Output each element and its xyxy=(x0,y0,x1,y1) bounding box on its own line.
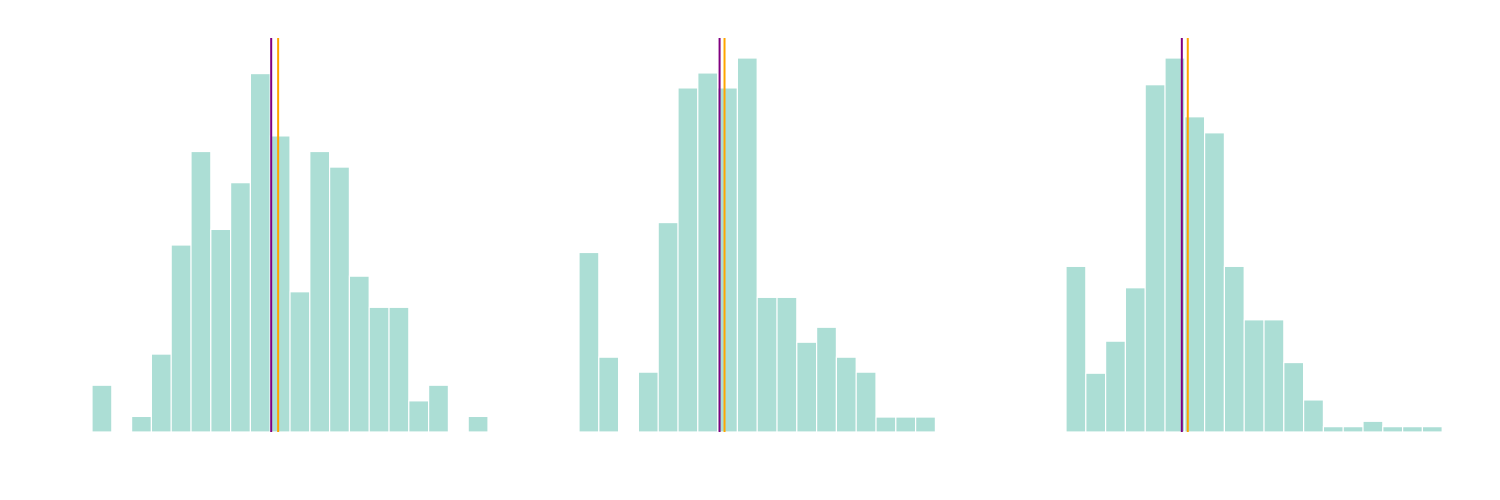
histogram-bar xyxy=(578,251,600,433)
histogram-bar xyxy=(1104,340,1126,433)
histogram-panel-3 xyxy=(1065,38,1443,433)
histogram-bar xyxy=(150,353,172,433)
histogram-bar xyxy=(91,384,113,433)
histogram-bar xyxy=(1085,372,1107,433)
histogram-bar xyxy=(131,415,153,433)
histogram-bar xyxy=(1382,426,1404,433)
histogram-bar xyxy=(1203,132,1225,433)
histogram-bar xyxy=(329,166,351,433)
histogram-bar xyxy=(756,296,778,433)
histogram-bar xyxy=(1124,287,1146,433)
histogram-bar xyxy=(855,371,877,433)
histogram-bar xyxy=(368,306,390,433)
histogram-bar xyxy=(815,326,837,433)
histogram-bar xyxy=(875,416,897,433)
histogram-bar xyxy=(1243,319,1265,433)
histogram-bar xyxy=(1283,361,1305,433)
histogram-bar xyxy=(190,150,212,433)
histogram-bar xyxy=(1144,84,1166,433)
histogram-bar xyxy=(914,416,936,433)
histogram-bar xyxy=(697,72,719,433)
histogram-panel-1 xyxy=(91,38,489,433)
histogram-bar xyxy=(269,135,291,433)
histogram-bar xyxy=(309,150,331,433)
histogram-bar xyxy=(598,356,620,433)
histogram-bar xyxy=(637,371,659,433)
histogram-bar xyxy=(1322,426,1344,433)
histogram-bar xyxy=(230,182,252,433)
histogram-bar xyxy=(1342,426,1364,433)
histogram-bar xyxy=(467,415,489,433)
histogram-bar xyxy=(388,306,410,433)
histogram-bar xyxy=(796,341,818,433)
histogram-bar xyxy=(210,228,232,433)
histogram-bar xyxy=(677,87,699,433)
histogram-bar xyxy=(1401,426,1423,433)
histogram-bar xyxy=(835,356,857,433)
histogram-bar xyxy=(736,57,758,433)
histogram-bar xyxy=(1302,399,1324,433)
histogram-bar xyxy=(1421,426,1443,433)
histogram-bar xyxy=(249,72,271,433)
histogram-bar xyxy=(895,416,917,433)
histogram-bar xyxy=(1362,420,1384,433)
histogram-bar xyxy=(408,400,430,433)
histogram-bar xyxy=(776,296,798,433)
histogram-bar xyxy=(1065,265,1087,433)
histogram-bar xyxy=(289,291,311,433)
histogram-bar xyxy=(348,275,370,433)
histogram-bar xyxy=(170,244,192,433)
histogram-panel-2 xyxy=(578,38,936,433)
histogram-bar xyxy=(428,384,450,433)
histogram-bar xyxy=(657,221,679,433)
histogram-bar xyxy=(1263,319,1285,433)
histogram-bar xyxy=(1223,265,1245,433)
